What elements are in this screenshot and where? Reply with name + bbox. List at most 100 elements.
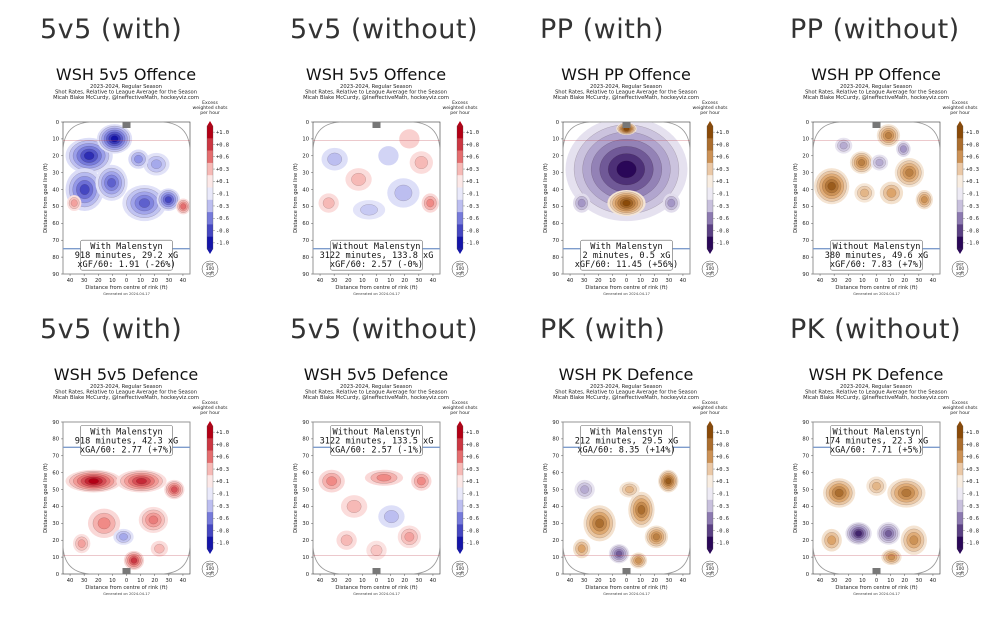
- colorbar-tick: -0.3: [466, 504, 479, 510]
- heat-contour: [622, 200, 631, 207]
- colorbar-tick: +0.3: [716, 467, 729, 473]
- colorbar-tick: +0.6: [466, 455, 479, 461]
- colorbar-title: weighted shots: [692, 405, 728, 411]
- y-axis-label: Distance from goal line (ft): [293, 163, 299, 233]
- x-tick-label: 10: [887, 578, 894, 584]
- colorbar-tick: -0.3: [716, 504, 729, 510]
- colorbar-swatch: [207, 512, 213, 525]
- heat-contour: [665, 478, 672, 485]
- x-tick-label: 30: [166, 278, 173, 284]
- heat-layer: [821, 476, 928, 566]
- colorbar-swatch: [207, 499, 213, 513]
- colorbar-swatch: [207, 524, 213, 537]
- chart-subtitle: Shot Rates, Relative to League Average f…: [555, 390, 697, 396]
- x-tick-label: 30: [581, 578, 588, 584]
- generated-note: Generated on 2024-04-17: [603, 592, 650, 596]
- units-badge-text: per: [956, 262, 963, 268]
- y-tick-label: 90: [302, 272, 309, 278]
- y-tick-label: 30: [802, 521, 809, 527]
- colorbar-swatch: [457, 450, 463, 464]
- rink-boards: [62, 421, 191, 575]
- chart-subtitle: 2023-2024, Regular Season: [90, 84, 162, 90]
- colorbar-swatch: [207, 224, 213, 237]
- colorbar-swatch: [957, 450, 963, 464]
- annotation-line: xGF/60: 7.83 (+7%): [830, 260, 923, 270]
- x-tick-label: 30: [916, 278, 923, 284]
- colorbar-swatch: [957, 175, 963, 188]
- y-tick-label: 20: [302, 538, 309, 544]
- x-tick-label: 10: [887, 278, 894, 284]
- heat-contour: [577, 198, 586, 208]
- colorbar-tick: -0.3: [716, 204, 729, 210]
- annotation-line: With Malenstyn: [90, 427, 162, 437]
- colorbar-swatch: [957, 162, 963, 176]
- x-tick-label: 40: [680, 578, 687, 584]
- colorbar-tick: +1.0: [966, 430, 979, 436]
- heat-contour: [667, 198, 676, 208]
- chart-subtitle: Shot Rates, Relative to League Average f…: [305, 90, 447, 96]
- y-tick-label: 80: [802, 255, 809, 261]
- goal-net: [372, 122, 381, 128]
- colorbar-tick: +0.1: [966, 479, 979, 485]
- colorbar-swatch: [707, 475, 713, 488]
- heat-contour: [595, 518, 604, 529]
- colorbar-tick: -0.1: [716, 191, 729, 197]
- generated-note: Generated on 2024-04-17: [853, 592, 900, 596]
- annotation-line: With Malenstyn: [590, 242, 662, 252]
- colorbar-swatch: [457, 524, 463, 537]
- heat-contour: [107, 178, 116, 188]
- y-tick-label: 40: [302, 187, 309, 193]
- colorbar-swatch: [707, 138, 713, 151]
- y-tick-label: 60: [52, 470, 59, 476]
- annotation-line: xGA/60: 2.57 (-1%): [330, 445, 423, 455]
- y-tick-label: 90: [52, 420, 59, 426]
- y-tick-label: 80: [552, 437, 559, 443]
- annotation-line: 174 minutes, 22.3 xG: [825, 436, 928, 446]
- y-tick-label: 50: [52, 204, 59, 210]
- x-tick-label: 40: [817, 278, 824, 284]
- colorbar-title: weighted shots: [442, 405, 478, 411]
- y-tick-label: 40: [802, 504, 809, 510]
- generated-note: Generated on 2024-04-17: [853, 292, 900, 296]
- goal-net: [872, 568, 881, 574]
- y-tick-label: 80: [802, 437, 809, 443]
- y-tick-label: 10: [552, 137, 559, 143]
- y-tick-label: 70: [552, 238, 559, 244]
- colorbar-tick: +0.3: [966, 167, 979, 173]
- colorbar-tick: -0.6: [716, 516, 729, 522]
- panel-header: 5v5 (without): [290, 14, 478, 45]
- heat-contour: [872, 481, 881, 491]
- y-tick-label: 90: [302, 420, 309, 426]
- colorbar-swatch: [957, 126, 963, 139]
- colorbar-swatch: [957, 512, 963, 525]
- units-badge-text: sqft: [206, 270, 215, 276]
- annotation-line: xGA/60: 8.35 (+14%): [577, 445, 675, 455]
- colorbar-tick: +0.1: [216, 479, 229, 485]
- heat-contour: [148, 515, 159, 525]
- heat-contour: [370, 544, 383, 556]
- chart-subtitle: Micah Blake McCurdy, @IneffectiveMath, h…: [553, 95, 699, 101]
- x-tick-label: 40: [317, 578, 324, 584]
- y-tick-label: 0: [556, 120, 559, 126]
- y-tick-label: 10: [302, 137, 309, 143]
- y-tick-label: 30: [802, 170, 809, 176]
- colorbar-tick: -0.6: [466, 516, 479, 522]
- colorbar-swatch: [207, 450, 213, 464]
- colorbar-swatch: [457, 175, 463, 188]
- colorbar-title: Excess: [202, 100, 218, 106]
- y-tick-label: 40: [552, 187, 559, 193]
- y-tick-label: 0: [556, 572, 559, 578]
- colorbar-tick: +1.0: [216, 430, 229, 436]
- colorbar-tick: -0.8: [466, 528, 479, 534]
- heat-contour: [154, 543, 165, 554]
- heat-contour: [136, 478, 147, 485]
- colorbar-swatch: [957, 212, 963, 225]
- y-axis-label: Distance from goal line (ft): [43, 163, 49, 233]
- colorbar-swatch: [957, 524, 963, 537]
- heat-layer: [318, 129, 439, 220]
- colorbar-tick: +0.8: [466, 442, 479, 448]
